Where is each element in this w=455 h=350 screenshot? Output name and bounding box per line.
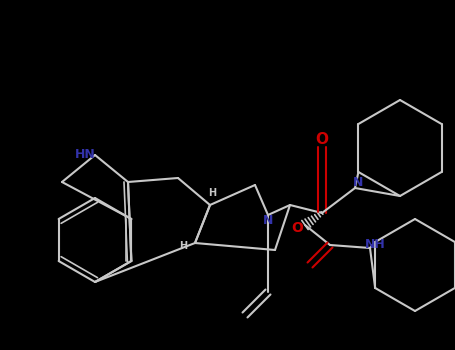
Text: NH: NH bbox=[364, 238, 385, 251]
Text: O: O bbox=[291, 221, 303, 235]
Text: N: N bbox=[263, 214, 273, 226]
Text: H: H bbox=[208, 188, 216, 198]
Text: H: H bbox=[179, 241, 187, 251]
Text: HN: HN bbox=[75, 148, 96, 161]
Text: O: O bbox=[315, 132, 329, 147]
Text: N: N bbox=[353, 176, 363, 189]
